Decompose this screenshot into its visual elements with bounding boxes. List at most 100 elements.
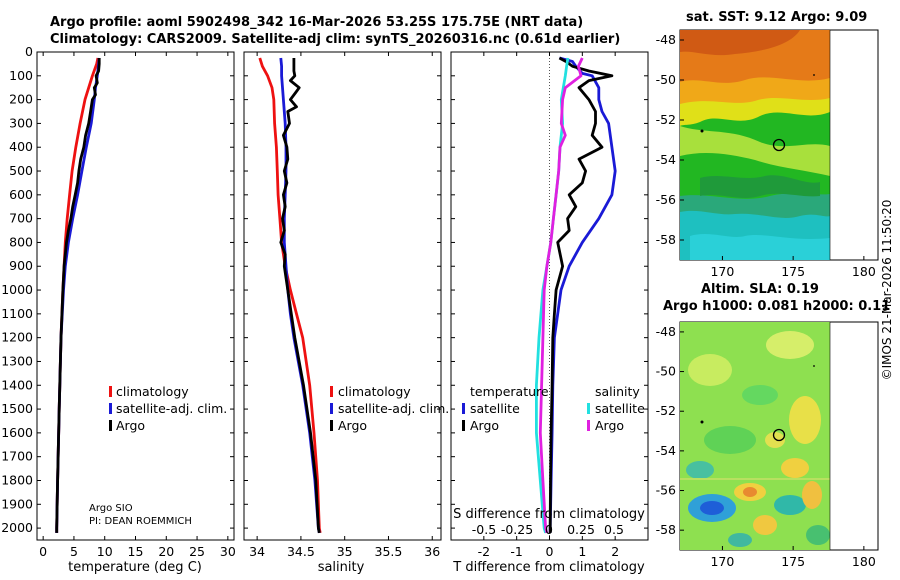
x-tick-label: 34.5 bbox=[287, 544, 315, 559]
sst-map-title: sat. SST: 9.12 Argo: 9.09 bbox=[686, 10, 868, 25]
island-marker bbox=[700, 129, 704, 133]
salinity-legend: climatology satellite-adj. clim. Argo bbox=[330, 384, 449, 433]
depth-tick-label: 700 bbox=[9, 211, 33, 226]
legend-label-satellite: satellite-adj. clim. bbox=[338, 401, 449, 416]
x-tick-label: 15 bbox=[128, 544, 144, 559]
x-tick-label: 5 bbox=[70, 544, 78, 559]
legend-swatch-satellite bbox=[330, 403, 333, 414]
depth-tick-label: 1800 bbox=[1, 472, 33, 487]
x-tick-label: 25 bbox=[189, 544, 205, 559]
sla-map-title-line2: Argo h1000: 0.081 h2000: 0.11 bbox=[663, 299, 891, 314]
salinity-xlabel: salinity bbox=[318, 560, 365, 575]
lon-tick-label: 170 bbox=[710, 554, 734, 569]
x-tick-label: -2 bbox=[478, 544, 490, 559]
salinity-panel: 34 34.5 35 35.5 36 salinity climatology sate… bbox=[243, 51, 449, 575]
depth-tick-label: 1400 bbox=[1, 377, 33, 392]
pi-credit: PI: DEAN ROEMMICH bbox=[89, 516, 192, 527]
depth-tick-label: 2000 bbox=[1, 520, 33, 535]
series-line-climatology bbox=[258, 57, 322, 534]
difference-panel: -2 -1 0 1 2 T difference from climatology S … bbox=[450, 51, 649, 575]
figure-title-line2: Climatology: CARS2009. Satellite-adj cli… bbox=[50, 32, 621, 47]
depth-tick-label: 1600 bbox=[1, 425, 33, 440]
temperature-axes-box bbox=[36, 51, 235, 541]
lat-tick-label: -50 bbox=[656, 364, 676, 379]
lat-tick-label: -48 bbox=[656, 324, 676, 339]
lon-tick-label: 180 bbox=[852, 264, 876, 279]
sst-longitude-axis: 170 175 180 bbox=[710, 256, 876, 279]
sst-field bbox=[680, 30, 830, 260]
lon-tick-label: 180 bbox=[852, 554, 876, 569]
island-marker bbox=[700, 420, 704, 424]
legend-heading-salinity: salinity bbox=[595, 384, 640, 399]
legend-label-climatology: climatology bbox=[338, 384, 411, 399]
island-marker bbox=[813, 74, 815, 76]
legend-swatch-t-satellite bbox=[462, 403, 465, 414]
depth-tick-label: 1500 bbox=[1, 401, 33, 416]
series-line-salinity-argo bbox=[538, 57, 584, 534]
salinity-x-axis: 34 34.5 35 35.5 36 bbox=[249, 52, 440, 559]
sst-map-panel: -48 -50 -52 -54 -56 -58 170 175 180 bbox=[656, 29, 879, 279]
depth-tick-label: 100 bbox=[9, 68, 33, 83]
legend-label-t-satellite: satellite bbox=[470, 401, 520, 416]
x-tick-label: 34 bbox=[249, 544, 265, 559]
series-line-argo bbox=[55, 58, 101, 533]
legend-swatch-s-satellite bbox=[587, 403, 590, 414]
s-tick-label: -0.5 bbox=[472, 522, 496, 537]
depth-tick-label: 200 bbox=[9, 92, 33, 107]
legend-label-satellite: satellite-adj. clim. bbox=[116, 401, 227, 416]
legend-swatch-argo bbox=[109, 420, 112, 431]
x-tick-label: 10 bbox=[97, 544, 113, 559]
depth-tick-label: 1700 bbox=[1, 449, 33, 464]
s-tick-label: -0.25 bbox=[501, 522, 533, 537]
island-marker bbox=[813, 365, 815, 367]
lon-tick-label: 175 bbox=[781, 554, 805, 569]
depth-tick-label: 1200 bbox=[1, 330, 33, 345]
legend-swatch-argo bbox=[330, 420, 333, 431]
depth-axis: 0 100 200 300 400 500 600 700 800 900 1000 1100 1200… bbox=[1, 44, 234, 535]
series-line-argo bbox=[279, 58, 321, 534]
depth-tick-label: 400 bbox=[9, 139, 33, 154]
sst-latitude-axis: -48 -50 -52 -54 -56 -58 bbox=[656, 32, 684, 247]
lat-tick-label: -56 bbox=[656, 192, 676, 207]
legend-label-climatology: climatology bbox=[116, 384, 189, 399]
lat-tick-label: -56 bbox=[656, 483, 676, 498]
lat-tick-label: -58 bbox=[656, 522, 676, 537]
x-tick-label: 20 bbox=[158, 544, 174, 559]
depth-tick-label: 1300 bbox=[1, 353, 33, 368]
lat-tick-label: -54 bbox=[656, 443, 676, 458]
x-tick-label: 0 bbox=[546, 544, 554, 559]
legend-swatch-s-argo bbox=[587, 420, 590, 431]
x-tick-label: 35 bbox=[337, 544, 353, 559]
legend-heading-temperature: temperature bbox=[470, 384, 549, 399]
difference-profile-lines bbox=[535, 56, 617, 534]
depth-tick-label: 300 bbox=[9, 115, 33, 130]
sla-map-panel: -48 -50 -52 -54 -56 -58 170 175 180 bbox=[656, 321, 879, 569]
temperature-legend: climatology satellite-adj. clim. Argo bbox=[109, 384, 227, 433]
legend-swatch-climatology bbox=[330, 386, 333, 397]
s-difference-tick-labels: -0.5 -0.25 0 0.25 0.5 bbox=[472, 522, 624, 537]
legend-swatch-climatology bbox=[109, 386, 112, 397]
depth-tick-label: 1900 bbox=[1, 496, 33, 511]
depth-tick-label: 0 bbox=[25, 44, 33, 59]
s-tick-label: 0.5 bbox=[604, 522, 624, 537]
difference-y-ticks bbox=[451, 51, 648, 529]
sla-map-title-line1: Altim. SLA: 0.19 bbox=[701, 282, 819, 297]
depth-tick-label: 600 bbox=[9, 187, 33, 202]
x-tick-label: 0 bbox=[39, 544, 47, 559]
temperature-panel: 0100200300400500600700800900100011001200… bbox=[1, 44, 236, 575]
legend-label-s-satellite: satellite bbox=[595, 401, 645, 416]
salinity-y-ticks bbox=[244, 51, 441, 529]
x-tick-label: 35.5 bbox=[375, 544, 403, 559]
depth-tick-label: 1000 bbox=[1, 282, 33, 297]
temperature-xlabel: temperature (deg C) bbox=[68, 560, 202, 575]
depth-tick-label: 500 bbox=[9, 163, 33, 178]
salinity-axes-box bbox=[243, 51, 442, 541]
lat-tick-label: -58 bbox=[656, 232, 676, 247]
temperature-profile-lines bbox=[55, 57, 101, 533]
legend-label-s-argo: Argo bbox=[595, 418, 624, 433]
t-difference-x-axis: -2 -1 0 1 2 bbox=[478, 52, 619, 559]
sla-longitude-axis: 170 175 180 bbox=[710, 546, 876, 569]
s-tick-label: 0 bbox=[545, 522, 553, 537]
difference-legend: temperature satellite Argo salinity sate… bbox=[462, 384, 645, 433]
